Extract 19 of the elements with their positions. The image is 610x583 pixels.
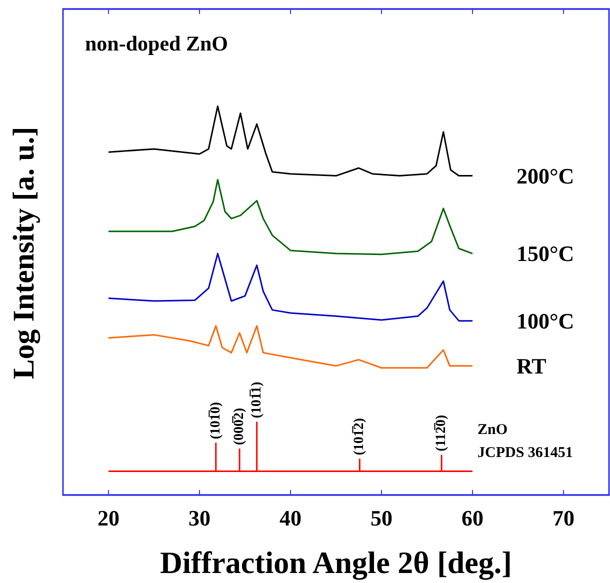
series-label: 150°C — [516, 241, 574, 266]
annotation: (101̅1) — [249, 381, 264, 418]
annotation: (000̅2) — [232, 407, 248, 446]
x-tick-label: 60 — [462, 506, 484, 530]
x-tick-label: 50 — [370, 506, 392, 530]
x-tick-label: 70 — [552, 506, 574, 530]
chart-title: non-doped ZnO — [85, 32, 228, 56]
series-label: 200°C — [516, 163, 574, 188]
x-tick-label: 40 — [280, 506, 302, 530]
series-label: RT — [516, 353, 547, 378]
x-tick-label: 20 — [98, 506, 120, 530]
annotation: (101̅0) — [208, 402, 224, 440]
annotation: (101̅2) — [352, 418, 368, 456]
x-tick-label: 30 — [188, 506, 210, 530]
y-axis-title: Log Intensity [a. u.] — [8, 126, 40, 380]
annotation: (112̅0) — [434, 414, 450, 452]
series-label: 100°C — [516, 308, 574, 334]
series-label: ZnO JCPDS 361451 — [478, 422, 573, 461]
x-axis-title: Diffraction Angle 2θ [deg.] — [160, 545, 512, 580]
